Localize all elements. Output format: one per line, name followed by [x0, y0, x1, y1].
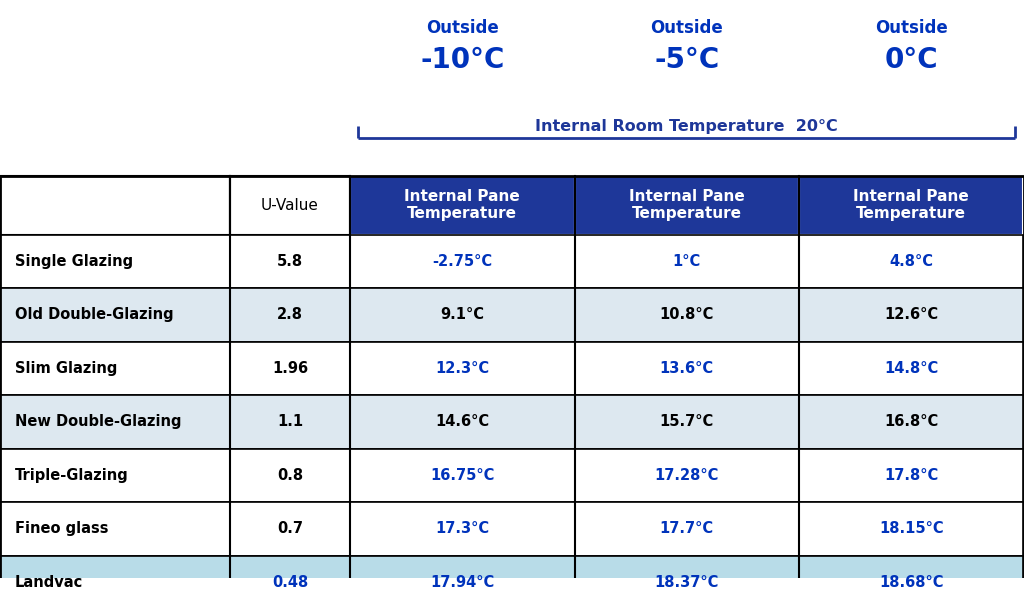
Text: Landvac: Landvac: [15, 575, 83, 589]
Bar: [0, 288, 230, 342]
Bar: [799, 555, 1024, 589]
Text: Internal Pane
Temperature: Internal Pane Temperature: [629, 189, 744, 221]
Text: U-Value: U-Value: [261, 198, 318, 213]
Text: 17.7°C: 17.7°C: [659, 521, 714, 537]
Text: 17.28°C: 17.28°C: [654, 468, 719, 483]
Text: Single Glazing: Single Glazing: [15, 254, 133, 269]
Text: 18.15°C: 18.15°C: [879, 521, 943, 537]
Text: 10.8°C: 10.8°C: [659, 307, 714, 322]
Bar: [799, 449, 1024, 502]
Bar: [799, 502, 1024, 555]
Bar: [799, 395, 1024, 449]
Text: 0.7: 0.7: [278, 521, 303, 537]
Text: 0.8: 0.8: [276, 468, 303, 483]
Text: 18.37°C: 18.37°C: [654, 575, 719, 589]
Text: Slim Glazing: Slim Glazing: [15, 361, 118, 376]
Bar: [799, 288, 1024, 342]
Text: Outside: Outside: [874, 19, 947, 38]
Bar: [0, 176, 230, 234]
Text: 0°C: 0°C: [885, 46, 938, 74]
Bar: [574, 342, 799, 395]
Bar: [230, 342, 350, 395]
Bar: [799, 342, 1024, 395]
Bar: [0, 555, 230, 589]
Bar: [799, 234, 1024, 288]
Bar: [574, 234, 799, 288]
Bar: [574, 176, 799, 234]
Text: 18.68°C: 18.68°C: [879, 575, 943, 589]
Bar: [230, 288, 350, 342]
Bar: [799, 176, 1024, 234]
Text: 4.8°C: 4.8°C: [889, 254, 933, 269]
Bar: [350, 288, 574, 342]
Bar: [574, 449, 799, 502]
Text: Outside: Outside: [426, 19, 499, 38]
Text: -2.75°C: -2.75°C: [432, 254, 493, 269]
Text: Outside: Outside: [650, 19, 723, 38]
Bar: [230, 176, 350, 234]
Bar: [350, 449, 574, 502]
Bar: [350, 176, 574, 234]
Text: -10°C: -10°C: [420, 46, 505, 74]
Text: 0.48: 0.48: [272, 575, 308, 589]
Text: 15.7°C: 15.7°C: [659, 415, 714, 429]
Bar: [350, 555, 574, 589]
Bar: [0, 176, 1024, 589]
Bar: [230, 395, 350, 449]
Text: Fineo glass: Fineo glass: [15, 521, 109, 537]
Bar: [350, 234, 574, 288]
Text: Old Double-Glazing: Old Double-Glazing: [15, 307, 174, 322]
Bar: [350, 502, 574, 555]
Text: 1°C: 1°C: [673, 254, 700, 269]
Text: New Double-Glazing: New Double-Glazing: [15, 415, 181, 429]
Bar: [0, 395, 230, 449]
Bar: [0, 342, 230, 395]
Bar: [230, 449, 350, 502]
Text: -5°C: -5°C: [654, 46, 720, 74]
Bar: [230, 555, 350, 589]
Text: Triple-Glazing: Triple-Glazing: [15, 468, 129, 483]
Bar: [350, 342, 574, 395]
Bar: [230, 502, 350, 555]
Bar: [0, 234, 230, 288]
Text: 1.96: 1.96: [272, 361, 308, 376]
Text: 2.8: 2.8: [278, 307, 303, 322]
Bar: [574, 288, 799, 342]
Bar: [0, 502, 230, 555]
Text: 12.6°C: 12.6°C: [884, 307, 938, 322]
Bar: [230, 234, 350, 288]
Bar: [574, 502, 799, 555]
Text: 14.8°C: 14.8°C: [884, 361, 938, 376]
Text: 9.1°C: 9.1°C: [440, 307, 484, 322]
Text: 17.8°C: 17.8°C: [884, 468, 938, 483]
Bar: [574, 395, 799, 449]
Text: 13.6°C: 13.6°C: [659, 361, 714, 376]
Text: 5.8: 5.8: [276, 254, 303, 269]
Text: 17.94°C: 17.94°C: [430, 575, 495, 589]
Text: Internal Room Temperature  20°C: Internal Room Temperature 20°C: [536, 120, 838, 134]
Text: 14.6°C: 14.6°C: [435, 415, 489, 429]
Bar: [574, 555, 799, 589]
Text: 16.75°C: 16.75°C: [430, 468, 495, 483]
Bar: [350, 395, 574, 449]
Text: 16.8°C: 16.8°C: [884, 415, 938, 429]
Text: 1.1: 1.1: [276, 415, 303, 429]
Text: Internal Pane
Temperature: Internal Pane Temperature: [404, 189, 520, 221]
Text: Internal Pane
Temperature: Internal Pane Temperature: [853, 189, 969, 221]
Bar: [0, 449, 230, 502]
Text: 17.3°C: 17.3°C: [435, 521, 489, 537]
Text: 12.3°C: 12.3°C: [435, 361, 489, 376]
